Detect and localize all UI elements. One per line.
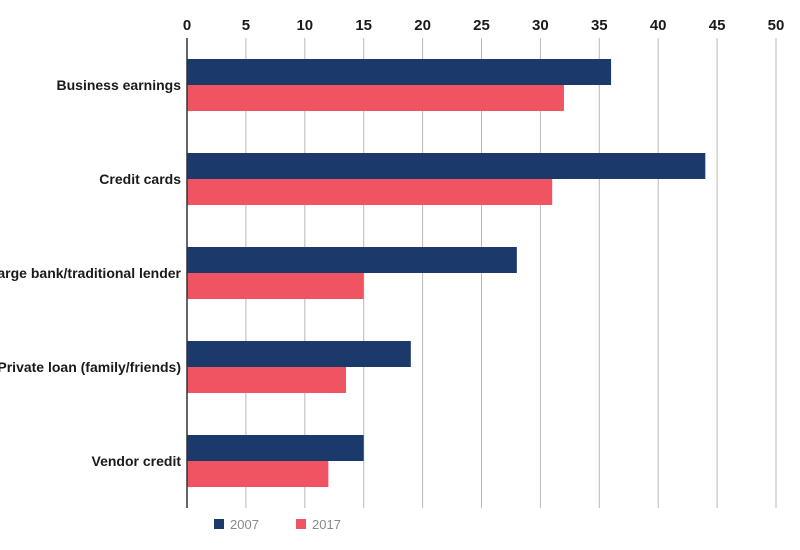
x-axis-ticks: 0 5 10 15 20 25 30 35 40 45 50 [183,17,785,34]
x-tick-label: 0 [183,17,191,34]
category-labels: Business earnings Credit cards Large bank/… [0,77,182,469]
legend-swatch-2007 [214,519,224,529]
category-label: Large bank/traditional lender [0,265,182,281]
x-tick-label: 10 [296,17,313,34]
bar-2017-large-bank-traditional-lender [187,273,364,299]
x-tick-label: 30 [532,17,549,34]
bar-2007-private-loan-family-friends- [187,341,411,367]
legend: 2007 2017 [214,517,341,532]
bar-2017-business-earnings [187,85,564,111]
x-tick-label: 20 [414,17,431,34]
category-label: Vendor credit [92,453,182,469]
bar-2017-vendor-credit [187,461,329,487]
bar-2007-vendor-credit [187,435,364,461]
bar-2007-credit-cards [187,153,706,179]
legend-label-2017: 2017 [312,517,341,532]
x-tick-label: 25 [473,17,490,34]
bars [187,59,706,487]
legend-swatch-2017 [296,519,306,529]
bar-2007-business-earnings [187,59,612,85]
x-tick-label: 15 [355,17,372,34]
category-label: Credit cards [99,171,181,187]
bar-2007-large-bank-traditional-lender [187,247,517,273]
category-label: Private loan (family/friends) [0,359,181,375]
x-tick-label: 40 [650,17,667,34]
bar-2017-private-loan-family-friends- [187,367,347,393]
x-tick-label: 5 [242,17,250,34]
x-tick-label: 50 [768,17,785,34]
bar-2017-credit-cards [187,179,553,205]
legend-label-2007: 2007 [230,517,259,532]
category-label: Business earnings [57,77,182,93]
x-tick-label: 35 [591,17,608,34]
x-tick-label: 45 [709,17,726,34]
